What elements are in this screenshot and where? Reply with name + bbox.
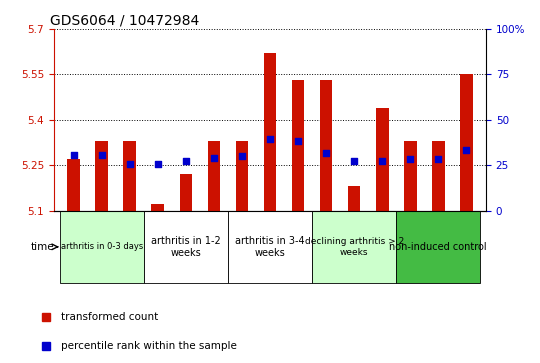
Bar [59,211,144,283]
Bar [179,174,192,211]
Bar [124,141,136,211]
Bar [396,211,481,283]
Text: time: time [31,242,55,252]
Bar [368,29,396,211]
Bar [152,204,164,211]
Bar [68,159,80,211]
Point [434,156,443,162]
Bar [284,29,312,211]
Point [97,152,106,158]
Bar [87,29,116,211]
Text: percentile rank within the sample: percentile rank within the sample [61,341,237,351]
Bar [116,29,144,211]
Point [125,161,134,167]
Bar [348,186,361,211]
Point [294,138,302,144]
Text: non-induced control: non-induced control [389,242,487,252]
Bar [256,29,284,211]
Bar [432,141,444,211]
Bar [144,29,172,211]
Bar [453,29,481,211]
Point [153,161,162,167]
Bar [228,211,312,283]
Bar [376,108,388,211]
Text: arthritis in 3-4
weeks: arthritis in 3-4 weeks [235,236,305,258]
Bar [424,29,453,211]
Bar [396,29,424,211]
Point [238,153,246,159]
Point [406,156,415,162]
Text: arthritis in 0-3 days: arthritis in 0-3 days [60,242,143,251]
Point [322,150,330,156]
Bar [207,141,220,211]
Bar [264,53,276,211]
Bar [320,81,333,211]
Bar [312,211,396,283]
Bar [340,29,368,211]
Point [350,158,359,164]
Text: GDS6064 / 10472984: GDS6064 / 10472984 [50,14,199,28]
Point [210,155,218,160]
Point [181,158,190,164]
Text: declining arthritis > 2
weeks: declining arthritis > 2 weeks [305,237,404,257]
Text: transformed count: transformed count [61,312,158,322]
Point [69,152,78,158]
Point [378,158,387,164]
Bar [404,141,416,211]
Bar [228,29,256,211]
Bar [235,141,248,211]
Point [266,136,274,142]
Bar [460,74,472,211]
Point [462,147,471,153]
Bar [59,29,87,211]
Bar [292,81,305,211]
Bar [312,29,340,211]
Bar [200,29,228,211]
Bar [172,29,200,211]
Text: arthritis in 1-2
weeks: arthritis in 1-2 weeks [151,236,221,258]
Bar [96,141,108,211]
Bar [144,211,228,283]
